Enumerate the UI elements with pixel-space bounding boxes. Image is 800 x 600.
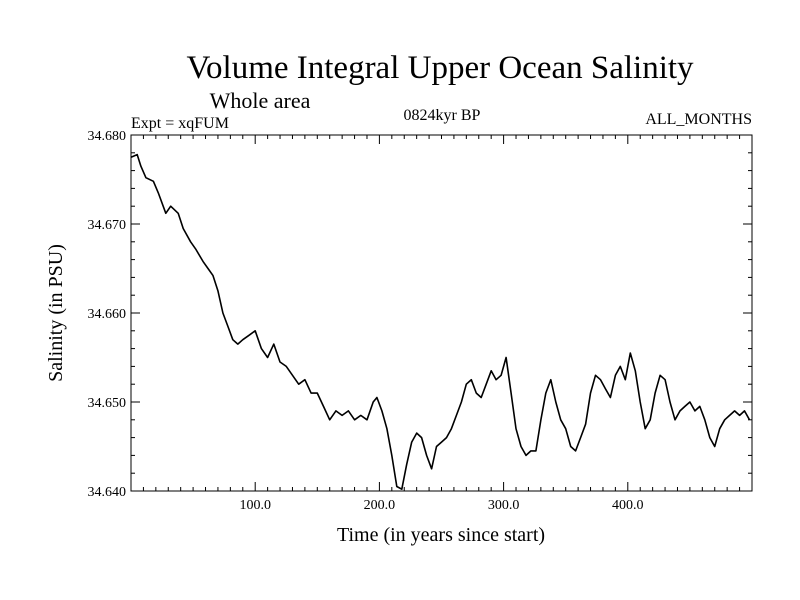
chart-subtitle: Whole area: [210, 88, 311, 113]
salinity-series-line: [130, 153, 751, 490]
period-label: 0824kyr BP: [404, 107, 481, 124]
x-tick-label: 300.0: [488, 498, 520, 513]
chart-title: Volume Integral Upper Ocean Salinity: [186, 50, 694, 86]
x-tick-label: 400.0: [612, 498, 644, 513]
x-axis: 100.0 200.0 300.0 400.0: [142, 135, 741, 513]
y-tick-label: 34.680: [88, 129, 127, 144]
months-label: ALL_MONTHS: [645, 111, 752, 128]
y-tick-label: 34.650: [88, 396, 127, 411]
y-axis: 34.640 34.650 34.660 34.670 34.680: [88, 129, 752, 500]
x-tick-label: 100.0: [239, 498, 271, 513]
plot-frame: [130, 134, 753, 492]
y-axis-label: Salinity (in PSU): [45, 244, 67, 382]
y-tick-label: 34.670: [88, 218, 127, 233]
y-tick-label: 34.660: [88, 307, 127, 322]
y-tick-label: 34.640: [88, 485, 127, 500]
expt-label: Expt = xqFUM: [131, 115, 229, 132]
x-axis-label: Time (in years since start): [337, 524, 545, 546]
x-tick-label: 200.0: [364, 498, 396, 513]
